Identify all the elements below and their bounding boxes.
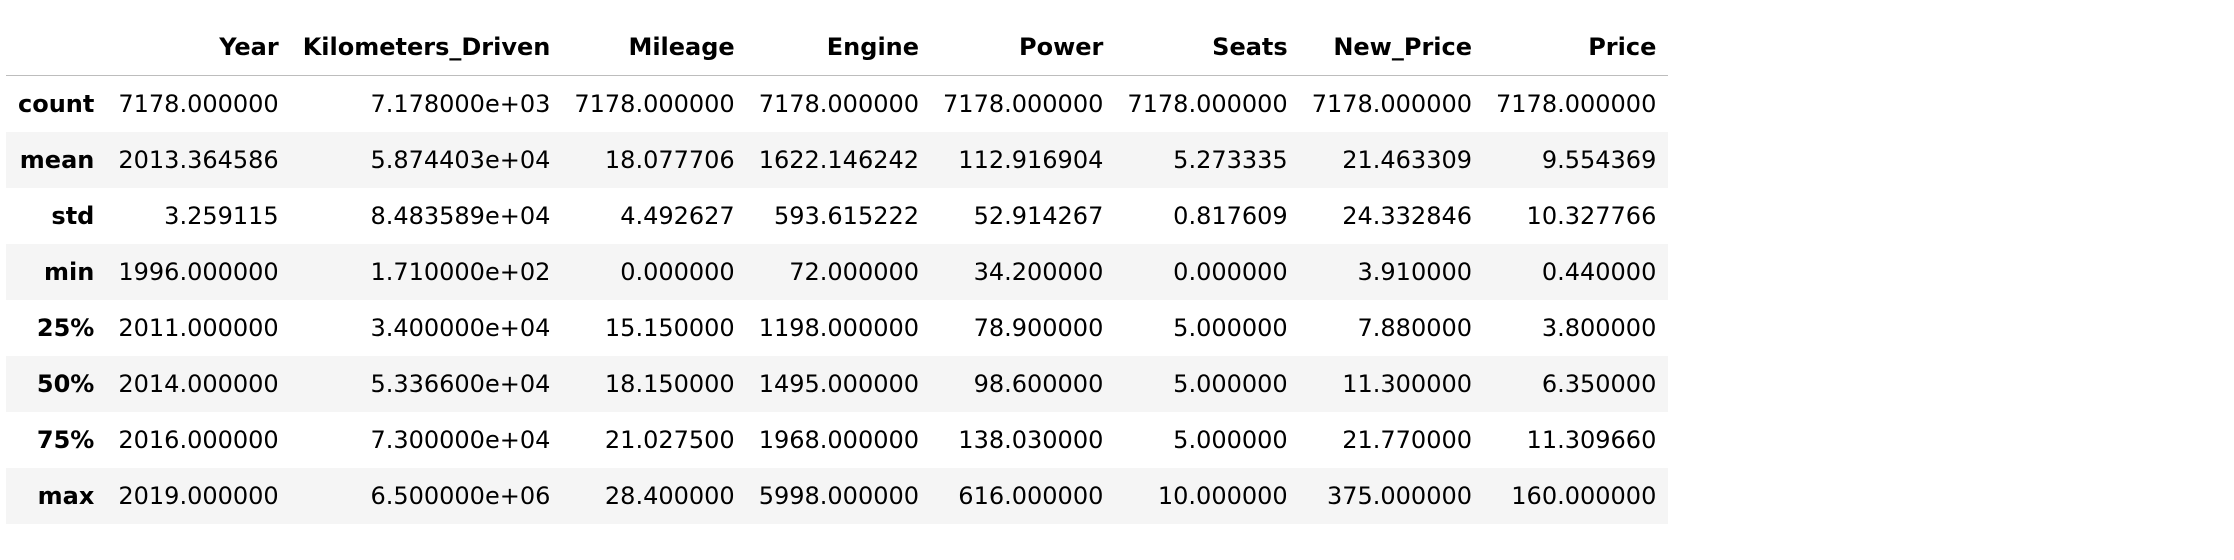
table-header: Year Kilometers_Driven Mileage Engine Po…	[6, 18, 1669, 76]
table-cell: 21.027500	[604, 426, 735, 454]
column-header-kilometers-driven: Kilometers_Driven	[290, 18, 563, 76]
column-header-index	[6, 18, 107, 76]
table-cell: 5.336600e+04	[370, 370, 551, 398]
column-header-price: Price	[1484, 18, 1669, 76]
table-cell: 0.817609	[1173, 202, 1288, 230]
row-label: count	[18, 90, 95, 118]
table-cell: 52.914267	[973, 202, 1104, 230]
table-cell: 5.000000	[1173, 370, 1288, 398]
row-label: 25%	[36, 314, 95, 342]
table-cell: 3.400000e+04	[370, 314, 551, 342]
table-cell: 21.463309	[1342, 146, 1473, 174]
table-cell: 7178.000000	[574, 90, 735, 118]
table-cell: 21.770000	[1342, 426, 1473, 454]
table-cell: 1968.000000	[758, 426, 920, 454]
table-cell: 5.273335	[1173, 146, 1288, 174]
table-cell: 1198.000000	[758, 314, 920, 342]
row-label: std	[51, 202, 95, 230]
table-cell: 7178.000000	[943, 90, 1104, 118]
table-cell: 616.000000	[958, 482, 1104, 510]
table-cell: 5.000000	[1173, 314, 1288, 342]
table-cell: 593.615222	[773, 202, 920, 230]
table-cell: 10.327766	[1526, 202, 1657, 230]
column-header-power: Power	[931, 18, 1116, 76]
column-header-mileage: Mileage	[562, 18, 747, 76]
table-cell: 1495.000000	[758, 370, 920, 398]
table-cell: 5.874403e+04	[370, 146, 551, 174]
table-cell: 28.400000	[604, 482, 735, 510]
header-row: Year Kilometers_Driven Mileage Engine Po…	[6, 18, 1669, 76]
table-body: count 7178.000000 7.178000e+03 7178.0000…	[6, 75, 1669, 524]
table-cell: 11.309660	[1526, 426, 1657, 454]
table-cell: 2016.000000	[118, 426, 279, 454]
table-cell: 138.030000	[958, 426, 1104, 454]
table-cell: 5.000000	[1173, 426, 1288, 454]
table-cell: 2014.000000	[118, 370, 279, 398]
table-row: 50% 2014.000000 5.336600e+04 18.150000 1…	[6, 356, 1669, 412]
table-cell: 1622.146242	[758, 146, 920, 174]
table-cell: 7178.000000	[1496, 90, 1657, 118]
table-row: 75% 2016.000000 7.300000e+04 21.027500 1…	[6, 412, 1669, 468]
table-row: mean 2013.364586 5.874403e+04 18.077706 …	[6, 132, 1669, 188]
row-label: 50%	[36, 370, 95, 398]
column-header-seats: Seats	[1115, 18, 1300, 76]
table-cell: 15.150000	[604, 314, 735, 342]
dataframe-output: Year Kilometers_Driven Mileage Engine Po…	[6, 18, 1669, 524]
table-cell: 375.000000	[1326, 482, 1473, 510]
table-cell: 112.916904	[958, 146, 1104, 174]
table-cell: 160.000000	[1511, 482, 1657, 510]
table-cell: 78.900000	[973, 314, 1104, 342]
table-cell: 3.259115	[164, 202, 279, 230]
table-cell: 6.350000	[1541, 370, 1657, 398]
column-header-engine: Engine	[746, 18, 932, 76]
table-cell: 4.492627	[620, 202, 735, 230]
table-cell: 7178.000000	[1311, 90, 1473, 118]
table-cell: 7178.000000	[758, 90, 920, 118]
table-row: count 7178.000000 7.178000e+03 7178.0000…	[6, 75, 1669, 132]
table-cell: 2013.364586	[118, 146, 279, 174]
table-cell: 6.500000e+06	[370, 482, 551, 510]
table-cell: 1.710000e+02	[370, 258, 551, 286]
table-cell: 1996.000000	[118, 258, 279, 286]
table-cell: 34.200000	[973, 258, 1104, 286]
table-cell: 7178.000000	[1127, 90, 1288, 118]
table-row: max 2019.000000 6.500000e+06 28.400000 5…	[6, 468, 1669, 524]
table-cell: 0.000000	[1173, 258, 1288, 286]
row-label: 75%	[36, 426, 95, 454]
table-cell: 3.800000	[1541, 314, 1657, 342]
table-cell: 8.483589e+04	[370, 202, 551, 230]
table-cell: 11.300000	[1342, 370, 1473, 398]
column-header-new-price: New_Price	[1299, 18, 1485, 76]
table-cell: 18.150000	[604, 370, 735, 398]
table-cell: 7.178000e+03	[370, 90, 551, 118]
row-label: max	[37, 482, 95, 510]
table-cell: 7.300000e+04	[370, 426, 551, 454]
table-row: min 1996.000000 1.710000e+02 0.000000 72…	[6, 244, 1669, 300]
table-cell: 3.910000	[1357, 258, 1473, 286]
table-row: std 3.259115 8.483589e+04 4.492627 593.6…	[6, 188, 1669, 244]
table-cell: 18.077706	[604, 146, 735, 174]
table-cell: 9.554369	[1541, 146, 1657, 174]
table-cell: 7178.000000	[118, 90, 279, 118]
table-cell: 24.332846	[1342, 202, 1473, 230]
table-cell: 72.000000	[789, 258, 920, 286]
table-cell: 7.880000	[1357, 314, 1473, 342]
table-cell: 2011.000000	[118, 314, 279, 342]
row-label: min	[44, 258, 95, 286]
table-cell: 0.000000	[620, 258, 735, 286]
table-cell: 0.440000	[1541, 258, 1657, 286]
describe-table: Year Kilometers_Driven Mileage Engine Po…	[6, 18, 1669, 524]
table-cell: 98.600000	[973, 370, 1104, 398]
table-cell: 10.000000	[1157, 482, 1288, 510]
row-label: mean	[19, 146, 95, 174]
table-row: 25% 2011.000000 3.400000e+04 15.150000 1…	[6, 300, 1669, 356]
table-cell: 2019.000000	[118, 482, 279, 510]
table-cell: 5998.000000	[758, 482, 920, 510]
column-header-year: Year	[106, 18, 291, 76]
